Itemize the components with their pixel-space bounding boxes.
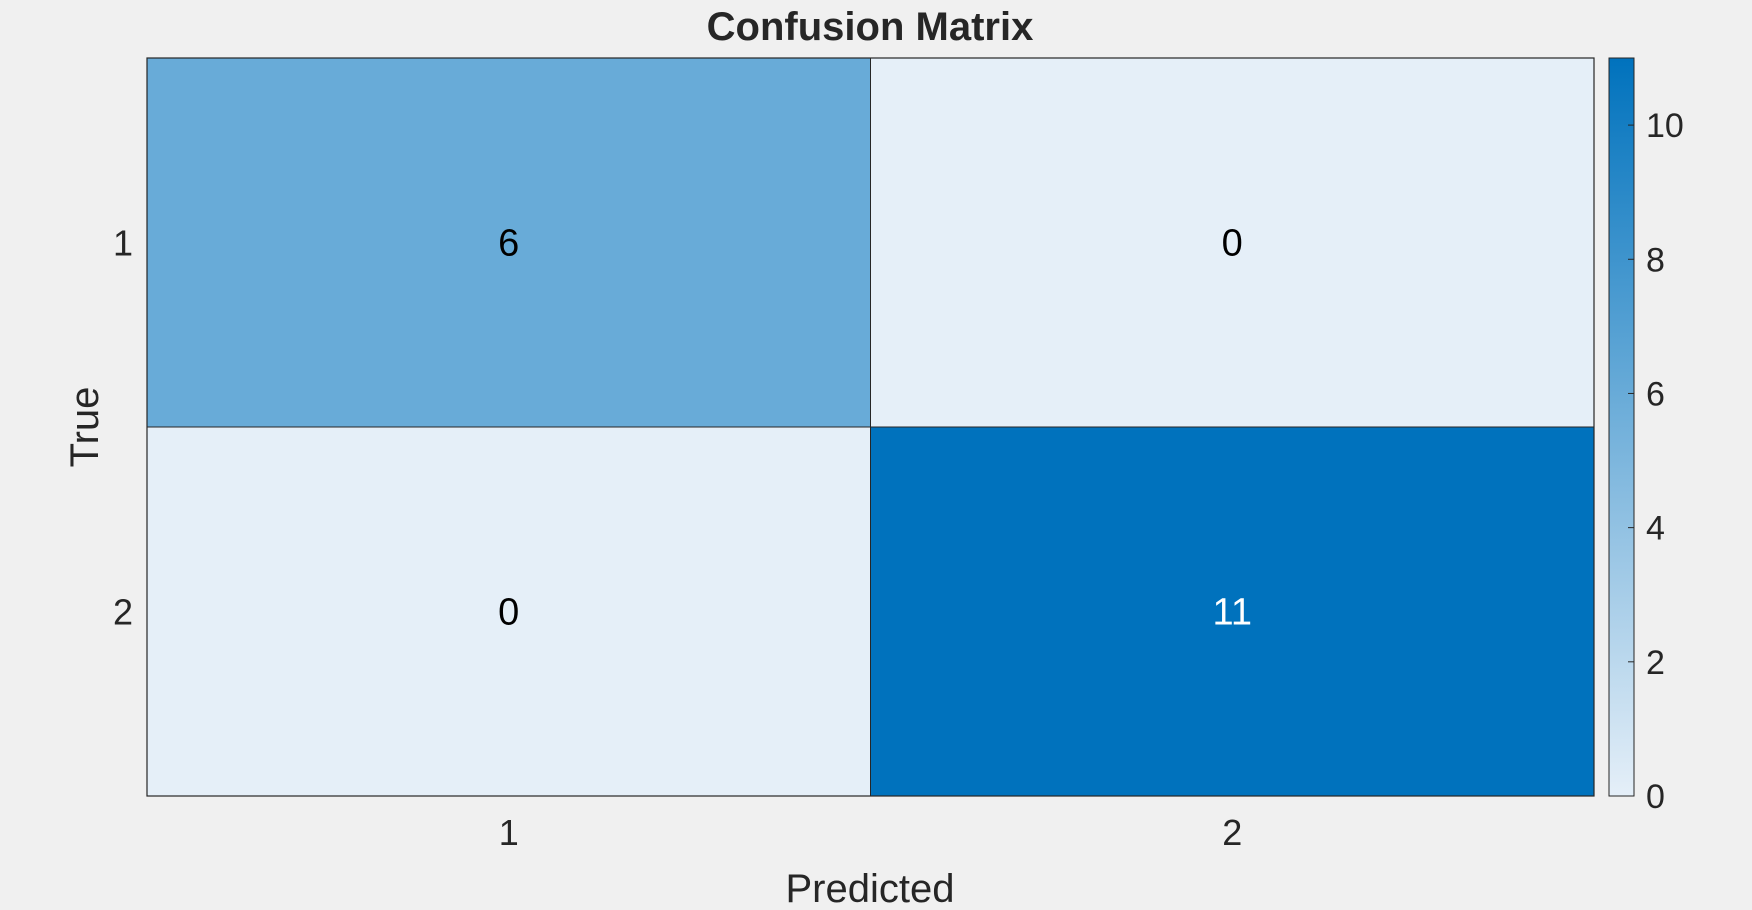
- colorbar-tick-label: 10: [1646, 107, 1684, 145]
- x-axis-label: Predicted: [786, 867, 955, 910]
- x-tick-label: 2: [1222, 812, 1242, 853]
- heatmap-cell: [146, 426, 871, 797]
- x-tick-label: 1: [499, 812, 519, 853]
- heatmap-cell: [870, 426, 1595, 797]
- colorbar-tick-label: 0: [1646, 778, 1665, 816]
- colorbar-ticks: 0 2 4 6 8 10: [1628, 107, 1684, 816]
- colorbar: [1608, 57, 1635, 797]
- heatmap-cell-label: 0: [1222, 223, 1243, 265]
- colorbar-tick-label: 2: [1646, 644, 1665, 682]
- y-axis-label: True: [63, 387, 107, 468]
- chart-title: Confusion Matrix: [707, 5, 1034, 49]
- y-tick-label: 2: [113, 592, 133, 633]
- y-tick-label: 1: [113, 223, 133, 264]
- heatmap-cell-label: 0: [498, 592, 519, 634]
- colorbar-tick-label: 6: [1646, 375, 1665, 413]
- heatmap-cell-label: 6: [498, 223, 519, 265]
- colorbar-tick-label: 4: [1646, 510, 1665, 548]
- heatmap-cell-label: 11: [1213, 592, 1252, 634]
- heatmap-cell: [146, 57, 871, 428]
- y-axis-ticks: 12: [113, 223, 133, 633]
- heatmap-cell-labels: 6 0 0 11: [498, 223, 1252, 634]
- colorbar-tick-label: 8: [1646, 241, 1665, 279]
- plot-frame: [146, 57, 1595, 797]
- heatmap-cells: [146, 57, 1595, 797]
